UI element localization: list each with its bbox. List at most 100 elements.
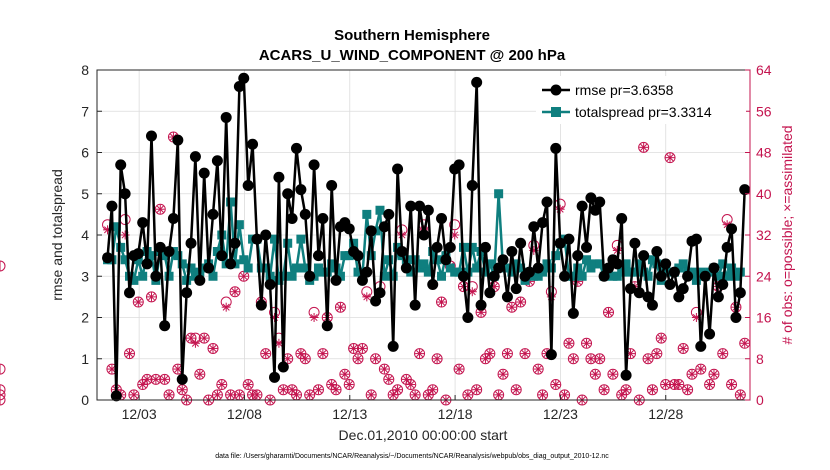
obs-assimilated-point xyxy=(384,374,394,384)
obs-possible-point xyxy=(242,379,254,391)
y-tick-label: 3 xyxy=(81,268,89,284)
obs-assimilated-point xyxy=(538,390,548,400)
obs-assimilated-point xyxy=(401,374,411,384)
x-tick-label: 12/13 xyxy=(332,406,367,422)
rmse-point xyxy=(510,283,522,295)
obs-possible-point xyxy=(510,384,522,396)
rmse-point xyxy=(576,200,588,212)
rmse-point xyxy=(102,252,114,264)
obs-possible-point xyxy=(317,348,329,360)
rmse-point xyxy=(717,279,729,290)
rmse-point xyxy=(207,208,219,220)
obs-possible-point xyxy=(312,384,324,396)
obs-possible-point xyxy=(506,301,518,313)
rmse-point xyxy=(255,299,267,311)
rmse-point xyxy=(352,250,364,262)
obs-assimilated-point xyxy=(393,385,403,395)
obs-possible-point xyxy=(352,353,364,365)
obs-assimilated-point xyxy=(665,153,675,163)
y-tick-label: 7 xyxy=(81,103,89,119)
rmse-point xyxy=(501,291,513,303)
totalspread-point xyxy=(160,251,170,261)
obs-assimilated-point xyxy=(221,302,231,312)
obs-assimilated-point xyxy=(568,354,578,364)
totalspread-point xyxy=(111,222,121,232)
rmse-point xyxy=(260,229,272,241)
obs-assimilated-point xyxy=(349,343,359,353)
totalspread-point xyxy=(300,263,310,273)
obs-assimilated-point xyxy=(617,390,627,400)
rmse-point xyxy=(484,287,496,299)
obs-assimilated-point xyxy=(516,297,526,307)
rmse-point xyxy=(198,167,210,179)
obs-assimilated-point xyxy=(195,369,205,379)
obs-assimilated-point xyxy=(212,390,222,400)
rmse-point xyxy=(124,287,136,299)
obs-assimilated-point xyxy=(678,343,688,353)
totalspread-point xyxy=(362,209,372,219)
obs-possible-point xyxy=(339,368,351,380)
rmse-point xyxy=(603,262,615,274)
obs-assimilated-point xyxy=(239,271,249,281)
obs-assimilated-point xyxy=(291,390,301,400)
totalspread-point xyxy=(186,263,196,273)
obs-possible-point xyxy=(431,353,443,365)
obs-assimilated-point xyxy=(454,364,464,374)
rmse-point xyxy=(431,241,443,253)
obs-assimilated-point xyxy=(740,338,750,348)
obs-assimilated-point xyxy=(164,390,174,400)
obs-possible-point xyxy=(0,384,6,396)
obs-possible-point xyxy=(695,363,707,375)
obs-possible-point xyxy=(145,291,157,303)
rmse-point xyxy=(414,200,426,212)
obs-assimilated-point xyxy=(300,354,310,364)
obs-possible-point xyxy=(515,296,527,308)
totalspread-point xyxy=(718,259,728,269)
rmse-point xyxy=(422,204,434,216)
totalspread-point xyxy=(568,271,578,281)
totalspread-point xyxy=(226,197,236,207)
totalspread-point xyxy=(375,205,385,215)
rmse-point xyxy=(392,163,404,175)
totalspread-point xyxy=(138,271,148,281)
obs-assimilated-point xyxy=(498,369,508,379)
rmse-point xyxy=(361,266,373,278)
y-tick-label: 0 xyxy=(81,392,89,408)
totalspread-point xyxy=(643,271,653,281)
rmse-point xyxy=(475,299,487,311)
obs-assimilated-point xyxy=(318,349,328,359)
obs-possible-point xyxy=(717,348,729,360)
obs-assimilated-point xyxy=(639,142,649,152)
totalspread-point xyxy=(164,271,174,281)
obs-possible-point xyxy=(581,337,593,349)
obs-assimilated-point xyxy=(125,349,135,359)
rmse-point xyxy=(646,299,658,311)
rmse-point xyxy=(589,204,601,216)
rmse-point xyxy=(282,188,294,200)
rmse-point xyxy=(616,213,628,224)
obs-possible-point xyxy=(664,152,676,164)
obs-possible-point xyxy=(550,379,562,391)
obs-assimilated-point xyxy=(735,390,745,400)
obs-assimilated-point xyxy=(705,380,715,390)
rmse-point xyxy=(317,213,329,224)
rmse-point xyxy=(642,291,654,303)
totalspread-point xyxy=(467,242,477,252)
rmse-point xyxy=(387,340,399,352)
obs-assimilated-point xyxy=(155,204,165,214)
obs-assimilated-point xyxy=(410,390,420,400)
rmse-point xyxy=(141,258,153,270)
rmse-point xyxy=(176,373,188,385)
totalspread-point xyxy=(687,267,697,277)
obs-assimilated-point xyxy=(199,333,209,343)
totalspread-point xyxy=(366,251,376,261)
rmse-point xyxy=(356,274,368,286)
totalspread-point xyxy=(507,267,517,277)
totalspread-point xyxy=(621,259,631,269)
obs-possible-point xyxy=(598,384,610,396)
rmse-point xyxy=(233,81,245,92)
rmse-point xyxy=(308,159,320,171)
obs-assimilated-point xyxy=(608,369,618,379)
obs-assimilated-point xyxy=(560,390,570,400)
totalspread-point xyxy=(212,247,222,256)
